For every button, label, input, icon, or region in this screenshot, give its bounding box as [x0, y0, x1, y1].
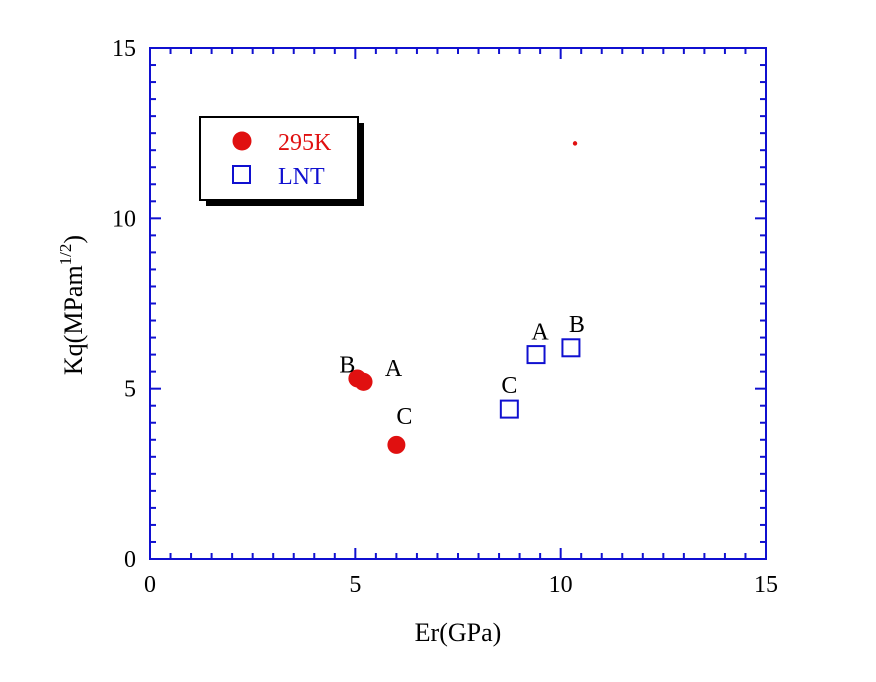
y-tick-label: 0: [124, 547, 136, 573]
point-label-295k-c: C: [396, 404, 412, 430]
y-tick-label: 10: [112, 206, 136, 232]
y-axis-title-main: Kq(MPam: [59, 265, 88, 375]
x-tick-label: 15: [754, 572, 778, 598]
point-295k-b: [348, 369, 367, 388]
legend-295k-label: 295K: [278, 130, 332, 156]
point-label-295k-a: A: [385, 356, 403, 382]
legend-lnt-marker: [232, 165, 251, 184]
x-axis-title: Er(GPa): [415, 618, 502, 647]
point-lnt-b: [561, 338, 581, 358]
legend-295k-marker: [232, 131, 252, 151]
y-axis-title: Kq(MPam1/2): [56, 235, 88, 375]
legend-box: [199, 116, 359, 201]
stray-dot: [572, 141, 578, 146]
x-tick-label: 10: [549, 572, 573, 598]
point-label-lnt-b: B: [569, 312, 585, 338]
legend-lnt-label: LNT: [278, 164, 325, 190]
x-tick-label: 5: [349, 572, 361, 598]
point-lnt-a: [526, 345, 546, 365]
point-label-lnt-c: C: [501, 373, 517, 399]
x-tick-label: 0: [144, 572, 156, 598]
point-label-295k-b: B: [339, 352, 355, 378]
point-295k-c: [387, 435, 406, 454]
legend: 295K LNT: [199, 116, 364, 206]
y-axis-title-close: ): [59, 235, 88, 244]
y-axis-title-sup: 1/2: [56, 244, 75, 266]
y-tick-label: 5: [124, 377, 136, 403]
point-lnt-c: [499, 399, 519, 419]
point-label-lnt-a: A: [531, 320, 549, 346]
axes-layer: 0 5 10 15 0 5 10 15: [112, 36, 778, 598]
y-tick-label: 15: [112, 36, 136, 62]
